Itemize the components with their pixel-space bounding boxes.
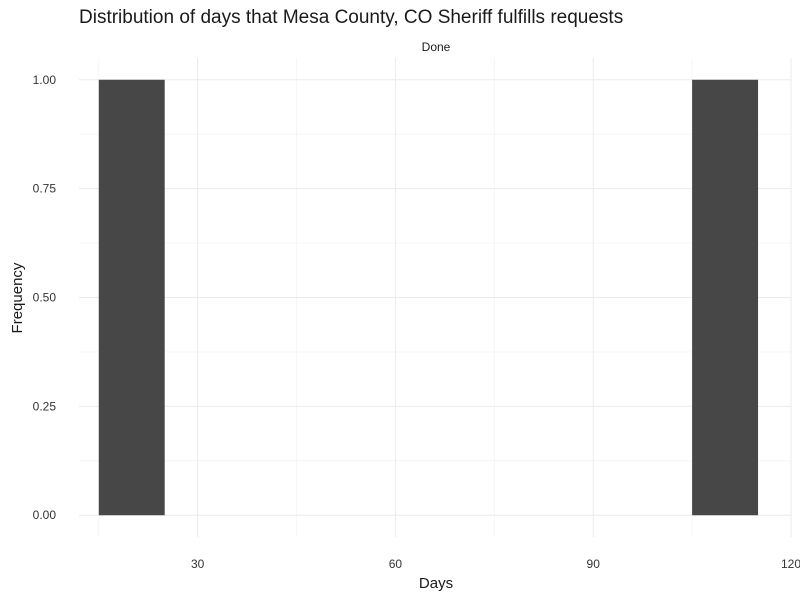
x-tick-label: 90: [587, 557, 601, 571]
x-tick-labels: 30 60 90 120: [191, 557, 800, 571]
y-tick-label: 1.00: [33, 73, 57, 87]
x-tick-label: 60: [389, 557, 403, 571]
x-axis-label: Days: [419, 575, 453, 592]
y-tick-label: 0.25: [33, 399, 57, 413]
x-tick-label: 30: [191, 557, 205, 571]
grid-lines: [79, 58, 792, 537]
y-tick-label: 0.00: [33, 508, 57, 522]
y-tick-labels: 0.00 0.25 0.50 0.75 1.00: [33, 73, 57, 522]
chart-title: Distribution of days that Mesa County, C…: [79, 7, 623, 28]
bars: [98, 79, 759, 516]
histogram-bar: [98, 79, 165, 516]
histogram-bar: [692, 79, 759, 516]
facet-strip-label: Done: [422, 40, 451, 54]
x-tick-label: 120: [781, 557, 800, 571]
y-tick-label: 0.75: [33, 182, 57, 196]
y-tick-label: 0.50: [33, 291, 57, 305]
y-axis-label: Frequency: [9, 262, 26, 333]
